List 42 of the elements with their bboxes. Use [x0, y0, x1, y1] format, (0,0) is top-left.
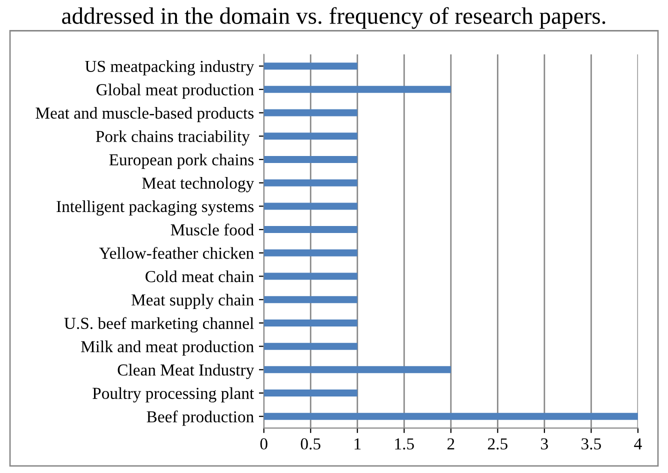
x-tick-label: 2	[447, 438, 454, 450]
bar	[264, 366, 451, 374]
bar	[264, 226, 358, 234]
y-tick-label: Intelligent packaging systems	[56, 200, 254, 216]
y-tick-label: U.S. beef marketing channel	[64, 317, 254, 332]
bar	[264, 412, 638, 420]
y-tick-label: Meat supply chain	[131, 294, 254, 309]
y-tick-label: Beef production	[146, 410, 254, 426]
y-tick-label: Yellow-feather chicken	[99, 246, 254, 259]
bar	[264, 179, 358, 186]
bar	[264, 109, 358, 116]
x-tick-label: 3.5	[582, 438, 601, 450]
x-tick-label: 3	[541, 438, 548, 450]
bar	[264, 132, 358, 140]
bar	[264, 249, 358, 256]
y-tick-label: Meat and muscle-based products	[36, 107, 254, 122]
x-tick-label: 4	[634, 438, 642, 450]
bar	[264, 156, 358, 163]
bar	[264, 202, 358, 210]
bar	[264, 62, 358, 70]
x-tick-label: 1	[354, 438, 361, 450]
bar	[264, 319, 358, 326]
bar	[264, 86, 451, 93]
y-tick-label: Global meat production	[96, 84, 254, 99]
y-tick-label: Meat technology	[142, 177, 254, 192]
y-tick-label: Cold meat chain	[146, 270, 254, 282]
y-tick-label: Clean Meat Industry	[118, 364, 254, 380]
bar	[264, 390, 358, 397]
bar	[264, 272, 358, 280]
y-tick-label: European pork chains	[109, 154, 254, 169]
chart-title: addressed in the domain vs. frequency of research papers.	[62, 7, 606, 29]
y-tick-label: Pork chains traciability	[96, 130, 250, 146]
y-tick-label: Poultry processing plant	[92, 387, 254, 402]
y-tick-label: Milk and meat production	[81, 340, 254, 356]
x-tick-label: 0.5	[300, 438, 320, 450]
bar	[264, 296, 358, 304]
x-tick-label: 0	[260, 438, 268, 450]
bar	[264, 342, 358, 350]
x-tick-label: 2.5	[488, 438, 508, 450]
y-tick-label: US meatpacking industry	[85, 60, 254, 76]
y-tick-label: Muscle food	[170, 224, 254, 236]
x-tick-label: 1.5	[395, 438, 414, 450]
